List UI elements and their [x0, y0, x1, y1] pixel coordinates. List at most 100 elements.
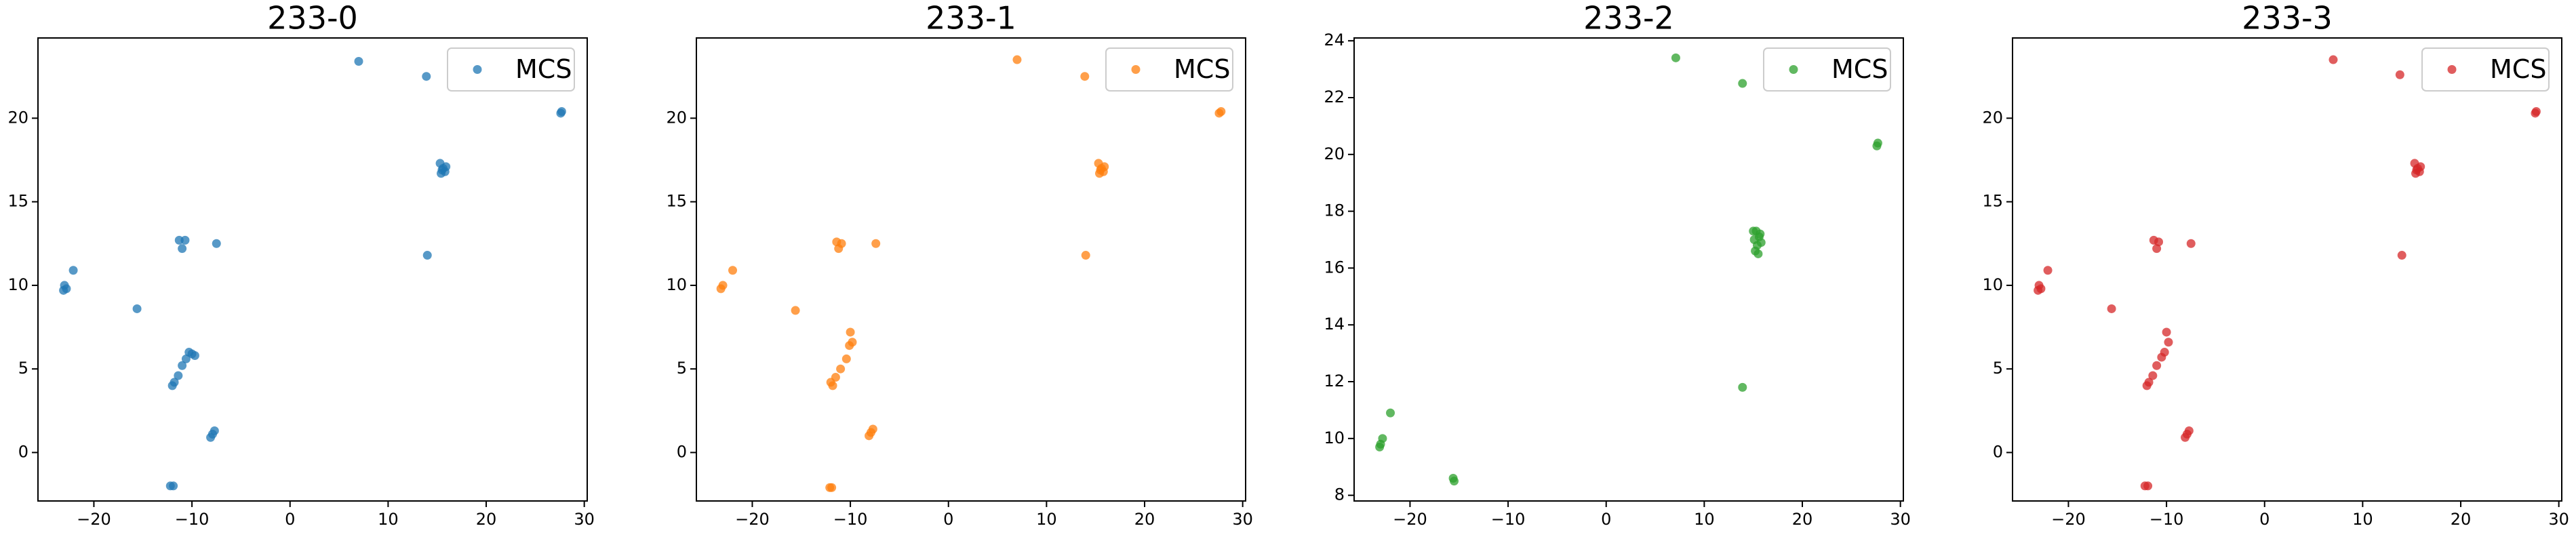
axes-frame — [37, 37, 588, 502]
point — [132, 304, 142, 313]
subplot-title: 233-3 — [2242, 0, 2333, 37]
subplot-title: 233-2 — [1583, 0, 1674, 37]
point — [2152, 361, 2162, 370]
x-tick-label: 20 — [1134, 510, 1155, 529]
x-tick-label: 10 — [2352, 510, 2373, 529]
x-tick-label: 20 — [1792, 510, 1813, 529]
y-tick-label: 20 — [1982, 108, 2003, 127]
x-tick-label: −10 — [1491, 510, 1526, 529]
point — [1080, 72, 1090, 81]
point — [2395, 70, 2404, 79]
y-tick-label: 5 — [677, 359, 687, 378]
point — [2181, 433, 2190, 442]
point — [836, 364, 846, 374]
y-tick-label: 12 — [1324, 371, 1345, 390]
y-tick-label: 16 — [1324, 258, 1345, 277]
legend-box — [447, 47, 575, 92]
y-tick-label: 0 — [1993, 442, 2003, 461]
x-tick-label: −20 — [2051, 510, 2086, 529]
x-tick-label: 30 — [1890, 510, 1911, 529]
y-tick-label: 10 — [666, 275, 687, 294]
point — [2531, 106, 2541, 116]
point — [1012, 55, 1022, 64]
point — [871, 239, 881, 248]
y-tick-label: 5 — [18, 359, 28, 378]
point — [557, 106, 566, 116]
x-tick-label: 10 — [1694, 510, 1715, 529]
x-tick-label: −10 — [833, 510, 868, 529]
point — [1753, 249, 1763, 258]
y-tick-label: 22 — [1324, 87, 1345, 106]
y-tick-label: 15 — [1982, 192, 2003, 211]
x-tick-label: 20 — [476, 510, 497, 529]
subplot: 233-2 −20 −10 0 10 20 30 8 10 12 14 16 18 20 22 24 MCS — [1324, 0, 1910, 529]
y-tick-label: 15 — [666, 192, 687, 211]
point — [845, 341, 854, 350]
point — [1872, 141, 1882, 150]
x-tick-label: 30 — [574, 510, 595, 529]
y-tick-label: 8 — [1334, 485, 1345, 504]
point — [825, 483, 835, 492]
point — [1386, 408, 1395, 418]
point — [2157, 353, 2166, 362]
y-tick-label: 5 — [1993, 359, 2003, 378]
point — [165, 481, 175, 491]
point — [174, 371, 183, 380]
legend: MCS — [447, 47, 575, 92]
point — [718, 281, 728, 290]
point — [1375, 442, 1385, 451]
point — [422, 72, 431, 81]
point — [1671, 53, 1680, 62]
point — [2142, 381, 2152, 390]
legend-label: MCS — [1174, 54, 1230, 84]
point — [2152, 244, 2162, 254]
y-tick-label: 10 — [1982, 275, 2003, 294]
legend: MCS — [1105, 47, 1233, 92]
point — [180, 235, 190, 245]
subplot-title: 233-0 — [267, 0, 358, 37]
legend-box — [2421, 47, 2550, 92]
y-tick-label: 0 — [18, 442, 28, 461]
point — [178, 244, 187, 254]
point — [210, 426, 219, 435]
subplot: 233-1 −20 −10 0 10 20 30 0 5 10 15 20 MCS — [666, 0, 1252, 529]
point — [1096, 165, 1105, 175]
y-tick-label: 15 — [7, 192, 28, 211]
legend: MCS — [2421, 47, 2550, 92]
point — [2162, 327, 2171, 337]
point — [2043, 266, 2053, 275]
point — [184, 348, 194, 357]
legend-label: MCS — [2490, 54, 2546, 84]
point — [834, 244, 844, 254]
point — [865, 431, 874, 441]
axes-frame — [696, 37, 1246, 502]
point — [868, 424, 877, 434]
point — [437, 165, 447, 175]
point — [826, 378, 835, 387]
point — [1756, 229, 1765, 239]
x-tick-label: 0 — [1601, 510, 1611, 529]
x-tick-label: 0 — [943, 510, 953, 529]
x-tick-label: 10 — [1036, 510, 1057, 529]
x-tick-label: −20 — [77, 510, 111, 529]
point — [2107, 304, 2116, 313]
x-tick-label: 0 — [285, 510, 295, 529]
point — [178, 361, 187, 370]
x-tick-label: −10 — [175, 510, 210, 529]
point — [2164, 338, 2173, 347]
point — [841, 354, 851, 363]
y-tick-label: 20 — [666, 108, 687, 127]
y-tick-label: 24 — [1324, 31, 1345, 49]
x-tick-label: 30 — [1232, 510, 1253, 529]
point — [1749, 235, 1759, 245]
x-tick-label: 10 — [378, 510, 399, 529]
y-tick-label: 10 — [1324, 428, 1345, 447]
point — [206, 433, 216, 442]
point — [2184, 426, 2194, 435]
legend-label: MCS — [1831, 54, 1888, 84]
y-tick-label: 10 — [7, 275, 28, 294]
point — [68, 266, 78, 275]
axes-frame — [1353, 37, 1904, 502]
legend-marker — [1789, 65, 1798, 74]
point — [728, 266, 738, 275]
